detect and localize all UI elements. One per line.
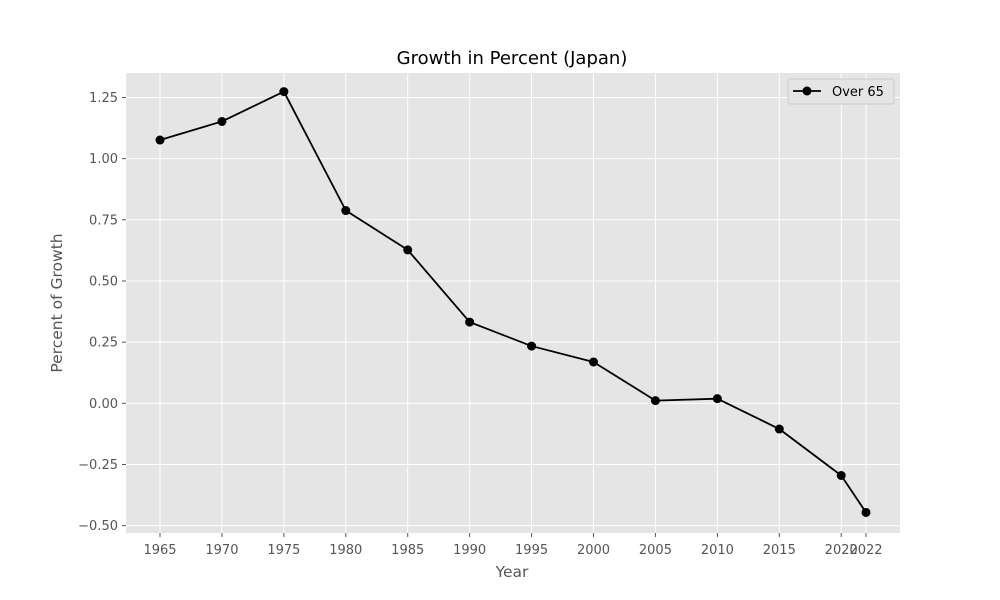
- x-tick-label: 1975: [267, 543, 300, 558]
- x-tick-label: 1965: [143, 543, 176, 558]
- x-tick-label: 1995: [515, 543, 548, 558]
- x-tick-label: 2005: [639, 543, 672, 558]
- y-tick-label: 1.25: [89, 91, 118, 106]
- y-axis: −0.50 −0.25 0.00 0.25 0.50 0.75 1.00 1.25: [78, 91, 126, 534]
- data-point: [155, 135, 165, 145]
- data-point: [217, 116, 227, 126]
- y-tick-label: 0.00: [89, 397, 118, 412]
- data-point: [774, 424, 784, 434]
- data-point: [341, 206, 351, 216]
- data-point: [650, 396, 660, 406]
- data-point: [861, 507, 871, 517]
- y-tick-label: 0.25: [89, 336, 118, 351]
- y-tick-label: 0.75: [89, 213, 118, 228]
- grid-lines: [126, 73, 900, 533]
- x-tick-label: 1985: [391, 543, 424, 558]
- x-tick-label: 2020: [825, 543, 858, 558]
- x-tick-label: 1980: [329, 543, 362, 558]
- data-point: [589, 357, 599, 367]
- y-tick-label: −0.25: [78, 458, 118, 473]
- data-point: [279, 87, 289, 97]
- legend-marker: [802, 86, 812, 96]
- legend: Over 65: [787, 78, 895, 105]
- x-tick-label: 1970: [205, 543, 238, 558]
- x-tick-label: 1990: [453, 543, 486, 558]
- plot-area: [126, 73, 900, 533]
- data-point: [527, 341, 537, 351]
- y-tick-label: 1.00: [89, 152, 118, 167]
- data-point: [712, 394, 722, 404]
- y-tick-label: −0.50: [78, 519, 118, 534]
- y-axis-label: Percent of Growth: [48, 233, 66, 372]
- data-point: [465, 317, 475, 327]
- x-axis: 1965 1970 1975 1980 1985 1990 1995 2000 2005 2010…: [143, 533, 883, 558]
- x-axis-label: Year: [495, 563, 529, 581]
- series-layer: [155, 87, 871, 517]
- x-tick-label: 2015: [763, 543, 796, 558]
- data-point: [403, 245, 413, 255]
- x-tick-label: 2010: [701, 543, 734, 558]
- y-tick-label: 0.50: [89, 274, 118, 289]
- chart-title: Growth in Percent (Japan): [397, 48, 628, 69]
- legend-box: [787, 78, 895, 105]
- legend-label: Over 65: [832, 85, 884, 100]
- x-tick-label: 2000: [577, 543, 610, 558]
- x-tick-label: 2022: [849, 543, 882, 558]
- data-point: [836, 471, 846, 480]
